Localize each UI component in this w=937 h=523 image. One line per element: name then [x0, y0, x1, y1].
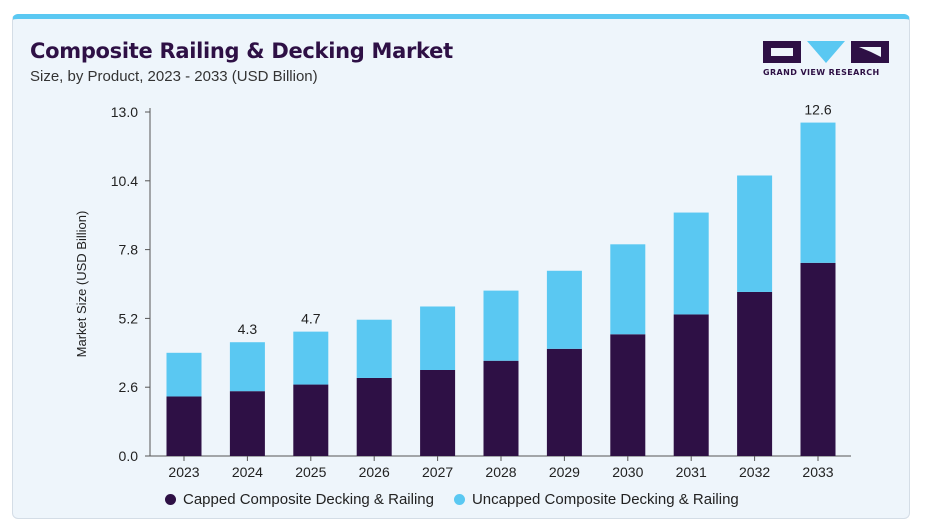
y-tick-label: 5.2 [119, 310, 139, 326]
y-tick-label: 2.6 [119, 379, 139, 395]
data-label-2025: 4.7 [301, 311, 321, 327]
gvr-logo: GRAND VIEW RESEARCH [763, 41, 889, 81]
bar-uncapped-2030 [610, 244, 646, 335]
y-tick-label: 10.4 [111, 173, 138, 189]
y-tick-label: 13.0 [111, 104, 138, 120]
y-axis-label: Market Size (USD Billion) [74, 211, 89, 358]
data-label-2033: 12.6 [804, 102, 831, 118]
bar-uncapped-2033 [800, 122, 836, 263]
bar-capped-2023 [166, 396, 202, 456]
bar-capped-2027 [420, 370, 456, 456]
bar-capped-2031 [673, 314, 709, 456]
bar-uncapped-2026 [356, 319, 392, 378]
bar-uncapped-2032 [737, 175, 773, 292]
x-tick-label: 2027 [422, 464, 453, 480]
legend-swatch-uncapped [453, 494, 465, 505]
bar-uncapped-2024 [229, 342, 265, 392]
legend-item-capped: Capped Composite Decking & Railing [165, 491, 434, 508]
x-tick-label: 2030 [612, 464, 643, 480]
bar-capped-2026 [356, 377, 392, 456]
bar-capped-2033 [800, 262, 836, 456]
x-tick-label: 2033 [802, 464, 833, 480]
legend: Capped Composite Decking & Railing Uncap… [165, 491, 759, 508]
legend-label-uncapped: Uncapped Composite Decking & Railing [471, 491, 739, 508]
bar-uncapped-2029 [546, 270, 582, 349]
x-tick-label: 2032 [739, 464, 770, 480]
x-tick-label: 2023 [168, 464, 199, 480]
gvr-logo-icon [763, 41, 889, 63]
bar-capped-2025 [293, 384, 329, 456]
legend-item-uncapped: Uncapped Composite Decking & Railing [453, 491, 739, 508]
logo-text: GRAND VIEW RESEARCH [763, 68, 880, 77]
data-label-2024: 4.3 [238, 321, 258, 337]
x-tick-label: 2026 [359, 464, 390, 480]
bar-uncapped-2027 [420, 306, 456, 370]
legend-label-capped: Capped Composite Decking & Railing [183, 491, 434, 508]
x-tick-label: 2025 [295, 464, 326, 480]
bar-uncapped-2023 [166, 352, 202, 397]
x-tick-label: 2031 [676, 464, 707, 480]
y-tick-label: 7.8 [119, 242, 139, 258]
bar-uncapped-2031 [673, 212, 709, 315]
bar-uncapped-2025 [293, 331, 329, 385]
chart-card: Composite Railing & Decking Market Size,… [12, 14, 910, 519]
bar-capped-2029 [546, 348, 582, 456]
bar-capped-2024 [229, 391, 265, 456]
legend-swatch-capped [165, 494, 176, 505]
x-tick-label: 2024 [232, 464, 263, 480]
stacked-bar-chart: Market Size (USD Billion) 0.0 2.6 5.2 7.8 10… [74, 102, 851, 480]
x-tick-label: 2029 [549, 464, 580, 480]
y-tick-label: 0.0 [119, 448, 139, 464]
bar-uncapped-2028 [483, 290, 519, 361]
bar-capped-2032 [737, 291, 773, 456]
bar-capped-2028 [483, 360, 519, 456]
chart-title: Composite Railing & Decking Market [30, 39, 453, 63]
x-tick-label: 2028 [485, 464, 516, 480]
bar-capped-2030 [610, 334, 646, 456]
chart-subtitle: Size, by Product, 2023 - 2033 (USD Billi… [30, 68, 318, 85]
